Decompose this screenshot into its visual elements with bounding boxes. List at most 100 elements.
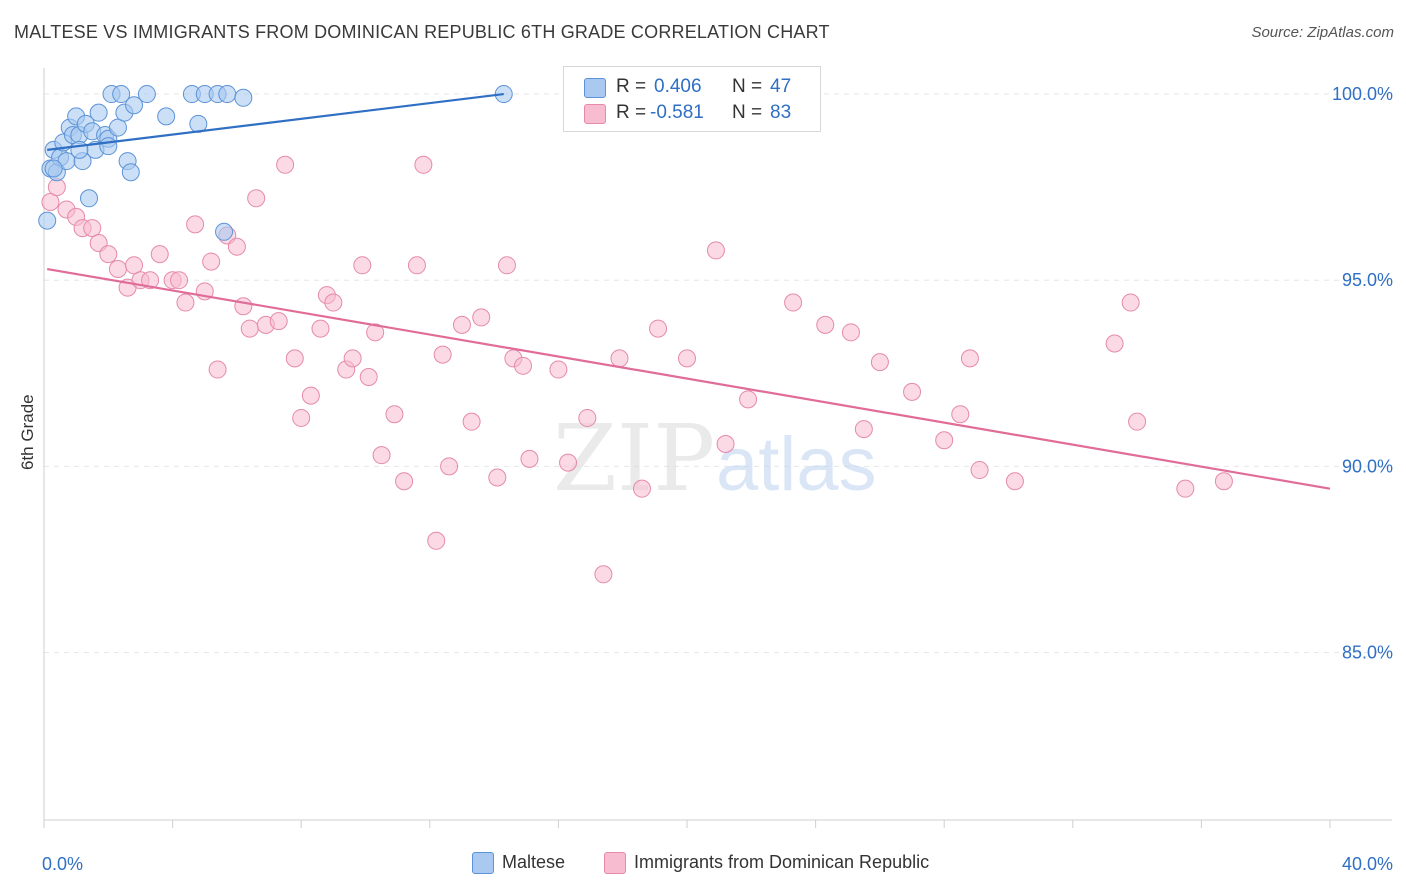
dominican-point: [739, 390, 758, 409]
dominican-point: [960, 349, 979, 368]
maltese-points: [38, 85, 761, 241]
dominican-point: [1128, 412, 1147, 431]
legend-label-dominican: Immigrants from Dominican Republic: [634, 852, 930, 872]
maltese-point: [234, 88, 253, 107]
dominican-point: [649, 319, 668, 338]
dominican-point: [108, 260, 127, 279]
dominican-point: [285, 349, 304, 368]
n-label: N =: [732, 102, 763, 123]
dominican-point: [935, 431, 954, 450]
dominican-point: [385, 405, 404, 424]
dominican-point: [99, 245, 118, 264]
dominican-point: [240, 319, 259, 338]
dominican-point: [311, 319, 330, 338]
dominican-point: [841, 323, 860, 342]
dominican-point: [1005, 472, 1024, 491]
dominican-point: [1105, 334, 1124, 353]
stats-row-maltese: R = 0.406 N = 47: [564, 74, 820, 100]
dominican-point: [176, 293, 195, 312]
dominican-point: [559, 453, 578, 472]
maltese-point: [157, 107, 176, 126]
x-tick-label: 0.0%: [42, 854, 83, 874]
dominican-point: [83, 219, 102, 238]
dominican-point: [678, 349, 696, 368]
legend-swatch-maltese: [472, 852, 494, 874]
dominican-point: [594, 565, 613, 584]
dominican-point: [951, 405, 970, 424]
y-axis-label: 6th Grade: [18, 394, 37, 470]
source-label: Source: ZipAtlas.com: [1251, 24, 1394, 41]
gridlines: [44, 93, 1392, 653]
maltese-point: [89, 103, 108, 122]
maltese-r-value: 0.406: [654, 76, 702, 97]
maltese-point: [38, 211, 57, 230]
maltese-point: [218, 85, 237, 104]
maltese-point: [80, 189, 99, 208]
r-label: R =: [616, 102, 647, 123]
dominican-point: [854, 420, 873, 439]
dominican-point: [125, 256, 144, 275]
maltese-point: [70, 140, 89, 159]
dominican-swatch: [584, 104, 606, 124]
axes: [43, 68, 1392, 828]
dominican-point: [462, 412, 481, 431]
y-tick-label: 90.0%: [1342, 456, 1393, 476]
stats-row-dominican: R = -0.581 N = 83: [564, 100, 820, 126]
dominican-point: [372, 446, 391, 465]
dominican-point: [202, 252, 221, 271]
tick-labels: 100.0% 95.0% 90.0% 85.0% 0.0% 40.0%: [42, 84, 1393, 874]
dominican-point: [520, 449, 539, 468]
dominican-point: [632, 479, 651, 498]
dominican-point: [440, 457, 459, 476]
dominican-point: [433, 345, 452, 364]
dominican-point: [488, 468, 507, 487]
dominican-point: [269, 312, 288, 331]
legend-label-maltese: Maltese: [502, 852, 566, 872]
stats-box: R = 0.406 N = 47 R = -0.581 N = 83: [563, 66, 821, 132]
maltese-point: [44, 159, 63, 178]
dominican-point: [407, 256, 426, 275]
dominican-point: [324, 293, 343, 312]
dominican-point: [353, 256, 372, 275]
maltese-trend-line: [47, 92, 504, 151]
maltese-point: [125, 96, 144, 115]
dominican-point: [366, 323, 385, 342]
y-tick-label: 95.0%: [1342, 270, 1393, 290]
dominican-point: [301, 386, 320, 405]
dominican-point: [427, 531, 446, 550]
dominican-point: [452, 315, 471, 334]
chart-title: MALTESE VS IMMIGRANTS FROM DOMINICAN REP…: [14, 22, 830, 42]
dominican-r-value: -0.581: [650, 102, 704, 123]
dominican-point: [395, 472, 414, 491]
dominican-point: [514, 356, 533, 375]
dominican-points: [41, 155, 1233, 584]
dominican-point: [359, 367, 378, 386]
maltese-point: [99, 137, 118, 156]
dominican-point: [227, 237, 246, 256]
dominican-point: [903, 382, 922, 401]
n-label: N =: [732, 76, 763, 97]
dominican-point: [716, 435, 735, 453]
dominican-point: [414, 155, 433, 174]
dominican-point: [343, 349, 362, 368]
y-tick-label: 85.0%: [1342, 642, 1393, 662]
x-tick-label: 40.0%: [1342, 854, 1393, 874]
dominican-point: [234, 297, 253, 316]
dominican-point: [150, 245, 169, 264]
dominican-point: [276, 155, 295, 174]
dominican-point: [472, 308, 491, 327]
maltese-swatch: [584, 78, 606, 98]
maltese-point: [108, 118, 127, 137]
dominican-point: [170, 271, 189, 290]
trend-lines: [47, 92, 1331, 490]
dominican-n-value: 83: [770, 102, 792, 123]
legend-swatch-dominican: [604, 852, 626, 874]
watermark-atlas: atlas: [716, 422, 877, 507]
maltese-point: [215, 222, 234, 241]
dominican-point: [870, 353, 889, 372]
maltese-point: [121, 163, 140, 182]
maltese-point: [137, 85, 156, 104]
dominican-point: [706, 241, 725, 260]
dominican-point: [610, 349, 629, 368]
